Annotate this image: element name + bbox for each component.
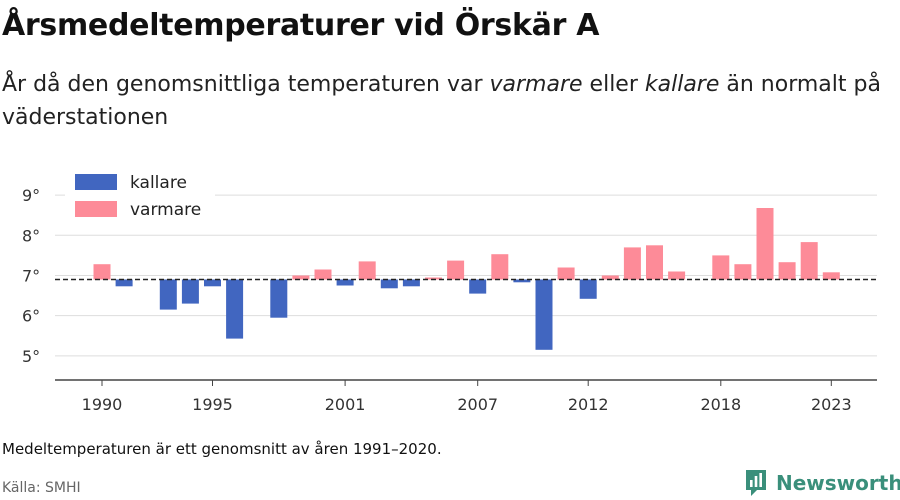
x-tick-label-2018: 2018 — [700, 395, 741, 414]
y-tick-label-6: 6° — [22, 307, 40, 326]
bar-2011 — [557, 267, 575, 280]
bar-2015 — [646, 245, 663, 280]
x-tick-label-1995: 1995 — [192, 395, 233, 414]
bar-2005 — [425, 277, 442, 280]
y-tick-label-9: 9° — [22, 186, 40, 205]
x-tick-label-2001: 2001 — [325, 395, 366, 414]
bar-2002 — [358, 261, 376, 280]
bar-2009 — [513, 279, 531, 283]
y-tick-label-8: 8° — [22, 226, 40, 245]
subtitle-text-2: eller — [582, 72, 645, 97]
x-tick-label-2023: 2023 — [811, 395, 852, 414]
subtitle-text-3: än normalt på väderstationen — [2, 72, 881, 130]
bar-2018 — [712, 255, 730, 280]
newsworthy-logo-text: Newsworthy — [776, 471, 900, 495]
bar-2020 — [756, 208, 774, 280]
bar-2014 — [623, 247, 641, 280]
x-tick-label-1990: 1990 — [82, 395, 123, 414]
bar-2023 — [822, 272, 840, 280]
newsworthy-logo-icon — [746, 470, 766, 496]
bar-1998 — [270, 279, 288, 318]
newsworthy-logo[interactable]: Newsworthy — [744, 468, 900, 498]
y-tick-label-7: 7° — [22, 266, 40, 285]
legend-label-varmare: varmare — [130, 200, 201, 220]
bars — [93, 208, 840, 350]
chart-subtitle: År då den genomsnittliga temperaturen va… — [2, 68, 892, 134]
x-tick-label-2007: 2007 — [457, 395, 498, 414]
bar-2003 — [380, 279, 398, 289]
legend-swatch-varmare — [75, 201, 117, 217]
bar-2006 — [447, 260, 465, 280]
subtitle-text-1: År då den genomsnittliga temperaturen va… — [2, 72, 490, 97]
y-axis-labels: 5° 6° 7° 8° 9° — [22, 186, 40, 366]
bar-2000 — [314, 269, 332, 280]
bar-1993 — [159, 279, 177, 310]
footnote: Medeltemperaturen är ett genomsnitt av å… — [2, 440, 442, 458]
source-label: Källa: SMHI — [2, 480, 81, 496]
bar-2004 — [402, 279, 420, 287]
x-tick-label-2012: 2012 — [568, 395, 609, 414]
bar-2019 — [734, 264, 752, 280]
chart-title: Årsmedeltemperaturer vid Örskär A — [2, 8, 600, 43]
bar-1990 — [93, 264, 111, 280]
subtitle-warmer-word: varmare — [489, 72, 583, 97]
bar-2007 — [469, 279, 487, 294]
bar-2013 — [601, 275, 619, 280]
temperature-bar-chart: 1990 1995 2001 2007 2012 2018 2023 5°6°7°8°9° … — [22, 168, 877, 414]
legend-label-kallare: kallare — [130, 173, 187, 193]
legend: kallare varmare — [65, 168, 215, 226]
bar-1994 — [181, 279, 199, 304]
bar-2008 — [491, 254, 509, 280]
bar-2021 — [778, 262, 796, 280]
bar-1991 — [115, 279, 133, 287]
bar-2016 — [668, 271, 686, 280]
y-tick-label-5: 5° — [22, 347, 40, 366]
bar-2010 — [535, 279, 553, 350]
legend-swatch-kallare — [75, 174, 117, 190]
bar-2022 — [800, 242, 818, 280]
subtitle-colder-word: kallare — [644, 72, 720, 97]
x-axis: 1990 1995 2001 2007 2012 2018 2023 — [55, 379, 877, 414]
bar-1999 — [292, 275, 310, 280]
bar-2001 — [336, 279, 354, 286]
bar-1995 — [204, 279, 221, 287]
bar-1996 — [226, 279, 244, 339]
bar-2012 — [579, 279, 597, 299]
